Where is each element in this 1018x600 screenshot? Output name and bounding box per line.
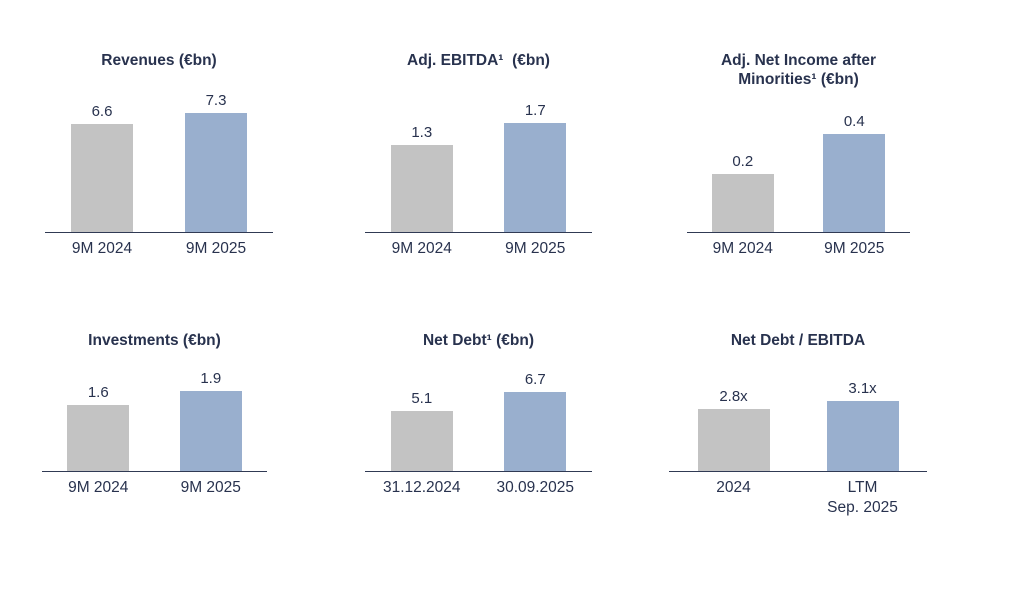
bar-group-prev: 5.1 xyxy=(365,359,479,471)
bar-group-curr: 1.9 xyxy=(155,359,268,471)
plot-area: 5.1 6.7 xyxy=(365,359,592,472)
bar-curr-period xyxy=(504,392,567,471)
category-label: 9M 2024 xyxy=(391,240,452,257)
category-axis: 9M 2024 9M 2025 xyxy=(365,239,592,259)
bar-value-label: 1.9 xyxy=(200,369,222,387)
category-label: 2024 xyxy=(716,479,751,496)
chart-title: Investments (€bn) xyxy=(88,332,221,349)
bar-group-prev: 6.6 xyxy=(45,82,159,232)
category-axis: 31.12.2024 30.09.2025 xyxy=(365,478,592,498)
category-label: 30.09.2025 xyxy=(496,479,575,496)
bar-curr-period xyxy=(179,391,242,471)
bar-value-label: 5.1 xyxy=(411,389,433,407)
bar-group-curr: 1.7 xyxy=(479,82,593,232)
bar-value-label: 0.4 xyxy=(843,112,865,130)
bar-prev-period xyxy=(711,174,774,232)
plot-area: 6.6 7.3 xyxy=(45,82,273,233)
chart-title: Revenues (€bn) xyxy=(101,52,217,69)
bar-value-label: 7.3 xyxy=(205,91,227,109)
plot-area: 1.3 1.7 xyxy=(365,82,592,233)
chart-title: Net Debt¹ (€bn) xyxy=(422,332,535,349)
category-label: 9M 2024 xyxy=(712,240,773,257)
bar-curr-period xyxy=(826,401,899,471)
category-axis: 2024 LTM Sep. 2025 xyxy=(669,478,927,518)
bar-group-curr: 0.4 xyxy=(799,82,911,232)
plot-area: 0.2 0.4 xyxy=(687,82,910,233)
bar-group-prev: 2.8x xyxy=(669,359,798,471)
bar-prev-period xyxy=(71,124,133,232)
bar-curr-period xyxy=(185,113,247,232)
bar-value-label: 6.6 xyxy=(91,102,113,120)
bar-group-curr: 3.1x xyxy=(798,359,927,471)
category-label: 9M 2025 xyxy=(505,240,566,257)
category-axis: 9M 2024 9M 2025 xyxy=(42,478,267,498)
category-label: 9M 2025 xyxy=(180,479,241,496)
bar-value-label: 1.7 xyxy=(524,101,546,119)
bar-prev-period xyxy=(67,405,130,471)
chart-title: Adj. EBITDA¹ (€bn) xyxy=(407,52,550,69)
category-axis: 9M 2024 9M 2025 xyxy=(45,239,273,259)
bar-group-curr: 7.3 xyxy=(159,82,273,232)
bar-value-label: 1.3 xyxy=(411,123,433,141)
bar-value-label: 6.7 xyxy=(524,370,546,388)
category-label: 9M 2024 xyxy=(68,479,129,496)
bar-prev-period xyxy=(390,145,453,232)
plot-area: 2.8x 3.1x xyxy=(669,359,927,472)
bar-prev-period xyxy=(697,409,770,471)
bar-value-label: 0.2 xyxy=(732,152,754,170)
bar-group-prev: 0.2 xyxy=(687,82,799,232)
bar-group-curr: 6.7 xyxy=(479,359,593,471)
bar-curr-period xyxy=(504,123,567,232)
category-label: 31.12.2024 xyxy=(382,479,461,496)
bar-value-label: 2.8x xyxy=(719,387,748,405)
category-label: 9M 2025 xyxy=(824,240,885,257)
category-label: 9M 2024 xyxy=(71,240,133,257)
bar-prev-period xyxy=(390,411,453,471)
bar-group-prev: 1.3 xyxy=(365,82,479,232)
bar-group-prev: 1.6 xyxy=(42,359,155,471)
bar-value-label: 1.6 xyxy=(87,383,109,401)
plot-area: 1.6 1.9 xyxy=(42,359,267,472)
category-axis: 9M 2024 9M 2025 xyxy=(687,239,910,259)
chart-title: Net Debt / EBITDA xyxy=(730,332,866,349)
chart-title: Adj. Net Income after Minorities¹ (€bn) xyxy=(720,52,877,88)
category-label: 9M 2025 xyxy=(185,240,247,257)
bar-value-label: 3.1x xyxy=(848,379,877,397)
category-label: LTM Sep. 2025 xyxy=(827,479,898,517)
bar-curr-period xyxy=(823,134,886,232)
